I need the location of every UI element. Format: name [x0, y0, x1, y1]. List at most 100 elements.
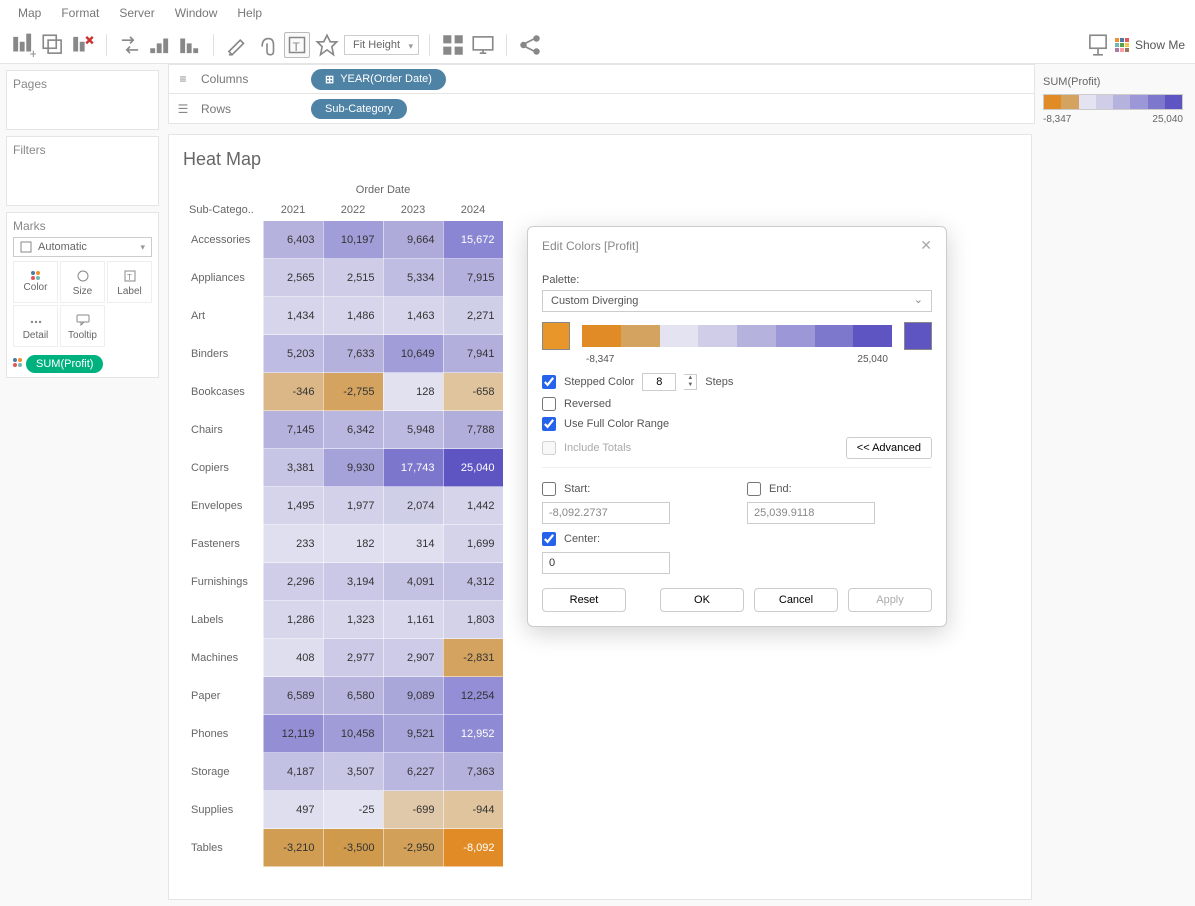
ok-button[interactable]: OK [660, 588, 744, 612]
heat-cell[interactable]: 6,342 [323, 411, 383, 449]
heat-cell[interactable]: 12,952 [443, 715, 503, 753]
marks-detail-button[interactable]: Detail [13, 305, 58, 347]
heat-cell[interactable]: 408 [263, 639, 323, 677]
heat-cell[interactable]: 9,521 [383, 715, 443, 753]
new-worksheet-button[interactable]: + [10, 32, 36, 58]
attach-button[interactable] [254, 32, 280, 58]
heat-cell[interactable]: 4,312 [443, 563, 503, 601]
cancel-button[interactable]: Cancel [754, 588, 838, 612]
heat-cell[interactable]: -3,210 [263, 829, 323, 867]
heat-cell[interactable]: 10,458 [323, 715, 383, 753]
heat-cell[interactable]: 1,699 [443, 525, 503, 563]
close-icon[interactable]: ✕ [920, 237, 932, 254]
heat-cell[interactable]: 1,977 [323, 487, 383, 525]
clear-button[interactable] [70, 32, 96, 58]
swap-button[interactable] [117, 32, 143, 58]
steps-spinner[interactable]: ▲▼ [684, 374, 697, 390]
presentation-button[interactable] [470, 32, 496, 58]
fit-dropdown[interactable]: Fit Height [344, 35, 419, 55]
include-totals-checkbox[interactable] [542, 441, 556, 455]
reversed-checkbox[interactable] [542, 397, 556, 411]
reset-button[interactable]: Reset [542, 588, 626, 612]
heat-cell[interactable]: 7,941 [443, 335, 503, 373]
heat-cell[interactable]: 2,977 [323, 639, 383, 677]
heat-cell[interactable]: 7,915 [443, 259, 503, 297]
heat-cell[interactable]: -2,755 [323, 373, 383, 411]
heat-cell[interactable]: 7,363 [443, 753, 503, 791]
heat-cell[interactable]: 2,515 [323, 259, 383, 297]
end-input[interactable] [747, 502, 875, 524]
heat-cell[interactable]: 9,664 [383, 221, 443, 259]
guide-button[interactable] [1085, 32, 1111, 58]
start-input[interactable] [542, 502, 670, 524]
heat-cell[interactable]: 12,119 [263, 715, 323, 753]
heat-cell[interactable]: 7,788 [443, 411, 503, 449]
heat-cell[interactable]: 6,589 [263, 677, 323, 715]
heat-cell[interactable]: 5,948 [383, 411, 443, 449]
heat-cell[interactable]: 1,434 [263, 297, 323, 335]
heat-cell[interactable]: 1,286 [263, 601, 323, 639]
pin-button[interactable] [314, 32, 340, 58]
columns-shelf[interactable]: ≡ Columns ⊞YEAR(Order Date) [168, 64, 1035, 94]
center-input[interactable] [542, 552, 670, 574]
heat-cell[interactable]: 1,495 [263, 487, 323, 525]
heat-cell[interactable]: 128 [383, 373, 443, 411]
end-checkbox[interactable] [747, 482, 761, 496]
heat-cell[interactable]: -2,831 [443, 639, 503, 677]
heat-cell[interactable]: 1,803 [443, 601, 503, 639]
share-button[interactable] [517, 32, 543, 58]
marks-color-button[interactable]: Color [13, 261, 58, 303]
heat-cell[interactable]: 5,334 [383, 259, 443, 297]
heat-cell[interactable]: -3,500 [323, 829, 383, 867]
rows-pill[interactable]: Sub-Category [311, 99, 407, 119]
heat-cell[interactable]: 5,203 [263, 335, 323, 373]
start-color-swatch[interactable] [542, 322, 570, 350]
heat-cell[interactable]: 12,254 [443, 677, 503, 715]
show-me-button[interactable]: Show Me [1115, 38, 1185, 52]
menu-window[interactable]: Window [165, 2, 228, 24]
heat-cell[interactable]: 2,296 [263, 563, 323, 601]
heat-cell[interactable]: 9,930 [323, 449, 383, 487]
heat-cell[interactable]: 4,187 [263, 753, 323, 791]
heat-cell[interactable]: 2,074 [383, 487, 443, 525]
heat-cell[interactable]: -699 [383, 791, 443, 829]
heat-cell[interactable]: 3,381 [263, 449, 323, 487]
heat-cell[interactable]: -658 [443, 373, 503, 411]
marks-pill-sum-profit[interactable]: SUM(Profit) [26, 355, 103, 373]
heat-cell[interactable]: 7,633 [323, 335, 383, 373]
marks-type-dropdown[interactable]: Automatic [13, 237, 152, 257]
columns-pill[interactable]: ⊞YEAR(Order Date) [311, 69, 446, 90]
steps-input[interactable] [642, 373, 676, 391]
heat-cell[interactable]: 2,271 [443, 297, 503, 335]
heat-cell[interactable]: -2,950 [383, 829, 443, 867]
marks-label-button[interactable]: T Label [107, 261, 152, 303]
marks-size-button[interactable]: Size [60, 261, 105, 303]
heat-cell[interactable]: 6,227 [383, 753, 443, 791]
sort-desc-button[interactable] [177, 32, 203, 58]
heat-cell[interactable]: -8,092 [443, 829, 503, 867]
label-toggle-button[interactable]: T [284, 32, 310, 58]
advanced-button[interactable]: << Advanced [846, 437, 932, 459]
menu-map[interactable]: Map [8, 2, 51, 24]
dashboard-button[interactable] [440, 32, 466, 58]
menu-server[interactable]: Server [109, 2, 164, 24]
highlight-button[interactable] [224, 32, 250, 58]
stepped-checkbox[interactable] [542, 375, 556, 389]
heat-cell[interactable]: 233 [263, 525, 323, 563]
heat-cell[interactable]: 10,197 [323, 221, 383, 259]
duplicate-button[interactable] [40, 32, 66, 58]
heat-cell[interactable]: 3,507 [323, 753, 383, 791]
full-range-checkbox[interactable] [542, 417, 556, 431]
heat-cell[interactable]: 6,403 [263, 221, 323, 259]
menu-help[interactable]: Help [227, 2, 272, 24]
heat-cell[interactable]: 1,161 [383, 601, 443, 639]
heat-cell[interactable]: -346 [263, 373, 323, 411]
heat-cell[interactable]: 314 [383, 525, 443, 563]
palette-dropdown[interactable]: Custom Diverging [542, 290, 932, 312]
sort-asc-button[interactable] [147, 32, 173, 58]
rows-shelf[interactable]: ☰ Rows Sub-Category [168, 94, 1035, 124]
center-checkbox[interactable] [542, 532, 556, 546]
heat-cell[interactable]: 17,743 [383, 449, 443, 487]
heat-cell[interactable]: 15,672 [443, 221, 503, 259]
heat-cell[interactable]: 1,323 [323, 601, 383, 639]
